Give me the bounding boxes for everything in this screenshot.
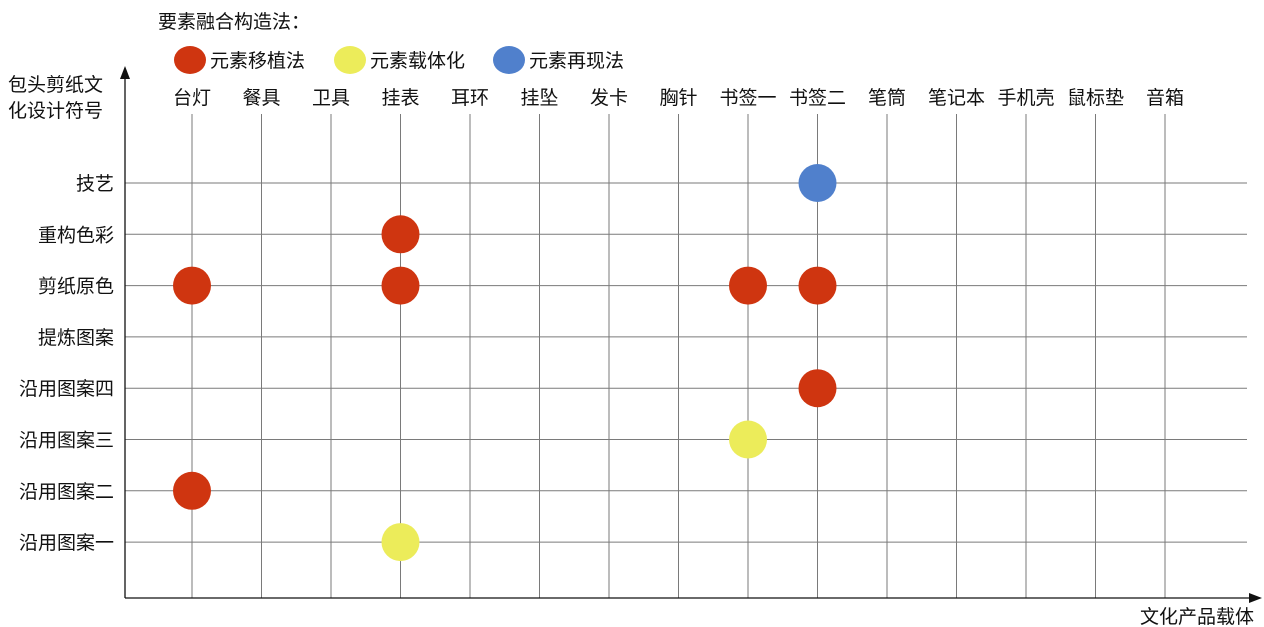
- x-axis-arrow: [1249, 593, 1262, 603]
- x-tick-label: 书签二: [789, 87, 846, 109]
- data-point: [381, 266, 420, 305]
- data-point: [729, 266, 767, 305]
- data-point: [173, 266, 211, 305]
- x-tick-label: 音箱: [1146, 87, 1184, 109]
- data-point: [798, 164, 837, 202]
- legend-marker: [493, 46, 525, 74]
- legend: 元素移植法 元素载体化 元素再现法: [174, 46, 624, 74]
- x-axis-title: 文化产品载体: [1140, 606, 1254, 627]
- x-tick-label: 笔筒: [868, 87, 906, 109]
- data-point: [798, 266, 837, 305]
- data-points: [173, 164, 837, 562]
- x-tick-label: 挂表: [381, 87, 419, 109]
- legend-title: 要素融合构造法：: [158, 11, 310, 33]
- y-tick-label: 沿用图案四: [19, 378, 114, 400]
- data-point: [381, 523, 420, 562]
- y-axis-title-line-1: 包头剪纸文: [8, 74, 103, 96]
- legend-marker: [334, 46, 366, 74]
- legend-label: 元素再现法: [529, 50, 624, 72]
- grid-lines: [125, 114, 1247, 598]
- data-point: [798, 369, 837, 408]
- data-point: [381, 215, 420, 254]
- axes: [120, 66, 1262, 603]
- x-tick-label: 手机壳: [997, 87, 1054, 109]
- y-axis-arrow: [120, 66, 130, 79]
- x-tick-label: 挂坠: [520, 87, 558, 109]
- x-tick-labels: 台灯 餐具 卫具 挂表 耳环 挂坠 发卡 胸针 书签一 书签二 笔筒 笔记本 手机壳 鼠标垫 音箱: [173, 87, 1184, 109]
- y-tick-label: 技艺: [76, 173, 114, 195]
- legend-label: 元素移植法: [210, 50, 305, 72]
- y-tick-label: 沿用图案三: [19, 430, 114, 452]
- legend-label: 元素载体化: [370, 50, 465, 72]
- x-tick-label: 餐具: [242, 87, 280, 109]
- x-tick-label: 笔记本: [928, 87, 985, 109]
- x-tick-label: 卫具: [312, 87, 350, 109]
- x-tick-label: 书签一: [719, 87, 776, 109]
- legend-marker: [174, 46, 206, 74]
- x-tick-label: 台灯: [173, 87, 211, 109]
- data-point: [173, 471, 211, 510]
- y-tick-label: 沿用图案一: [19, 532, 114, 554]
- x-tick-label: 胸针: [659, 87, 697, 109]
- y-tick-label: 重构色彩: [38, 224, 114, 246]
- y-tick-label: 沿用图案二: [19, 481, 114, 503]
- x-tick-label: 发卡: [590, 87, 628, 109]
- data-point: [729, 420, 767, 459]
- y-tick-label: 剪纸原色: [38, 276, 114, 298]
- y-tick-label: 提炼图案: [38, 327, 114, 349]
- y-axis-title-line-2: 化设计符号: [8, 100, 103, 122]
- x-tick-label: 耳环: [451, 87, 489, 109]
- x-tick-label: 鼠标垫: [1067, 87, 1124, 109]
